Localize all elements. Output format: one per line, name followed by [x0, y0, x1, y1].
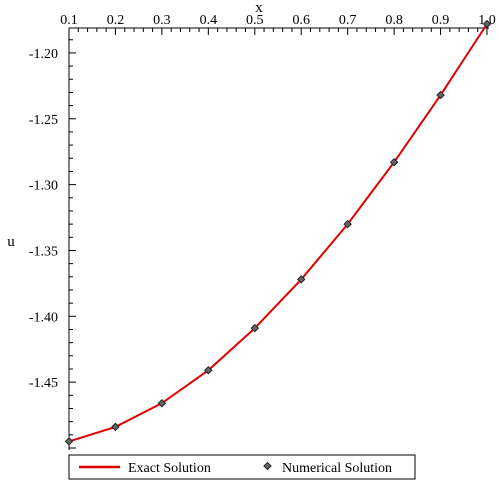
numerical-solution-point	[343, 219, 352, 229]
x-ticks: 0.10.20.30.40.50.60.70.80.91.0	[60, 13, 496, 35]
numerical-solution-point	[389, 157, 399, 167]
x-tick-label: 0.2	[107, 13, 125, 28]
legend-box	[68, 454, 416, 480]
x-tick-label: 0.8	[385, 13, 403, 28]
y-tick-label: -1.35	[29, 244, 58, 259]
x-tick-label: 0.4	[200, 13, 218, 28]
x-axis-title: x	[255, 0, 263, 16]
numerical-solution-point	[111, 422, 120, 432]
y-tick-label: -1.25	[29, 113, 58, 128]
x-tick-label: 0.5	[246, 13, 264, 28]
y-axis-title: u	[7, 234, 15, 250]
x-tick-label: 0.9	[432, 13, 450, 28]
y-tick-label: -1.40	[29, 310, 58, 325]
x-tick-label: 0.7	[339, 13, 357, 28]
legend-exact-label: Exact Solution	[128, 461, 211, 476]
y-tick-label: -1.45	[29, 376, 58, 391]
numerical-solution-point	[250, 323, 260, 333]
legend: Exact Solution Numerical Solution	[68, 454, 416, 480]
numerical-solution-point	[436, 90, 445, 100]
y-ticks: -1.20 -1.25 -1.30 -1.35 -1.40 -1.45	[29, 39, 76, 449]
legend-numerical-marker	[263, 461, 272, 471]
x-tick-label: 0.6	[292, 13, 310, 28]
numerical-solution-point	[157, 398, 167, 408]
numerical-solution-point	[204, 366, 213, 375]
x-tick-label: 0.1	[60, 13, 78, 28]
numerical-solution-point	[64, 437, 74, 446]
numerical-solution-point	[296, 275, 306, 284]
numerical-solution-point	[482, 19, 492, 29]
exact-solution-line	[68, 23, 488, 443]
y-tick-label: -1.30	[29, 179, 58, 194]
series-layer	[64, 19, 492, 446]
axes	[68, 27, 489, 450]
y-tick-label: -1.20	[29, 47, 58, 62]
legend-numerical-label: Numerical Solution	[282, 461, 392, 476]
x-tick-label: 0.3	[153, 13, 171, 28]
